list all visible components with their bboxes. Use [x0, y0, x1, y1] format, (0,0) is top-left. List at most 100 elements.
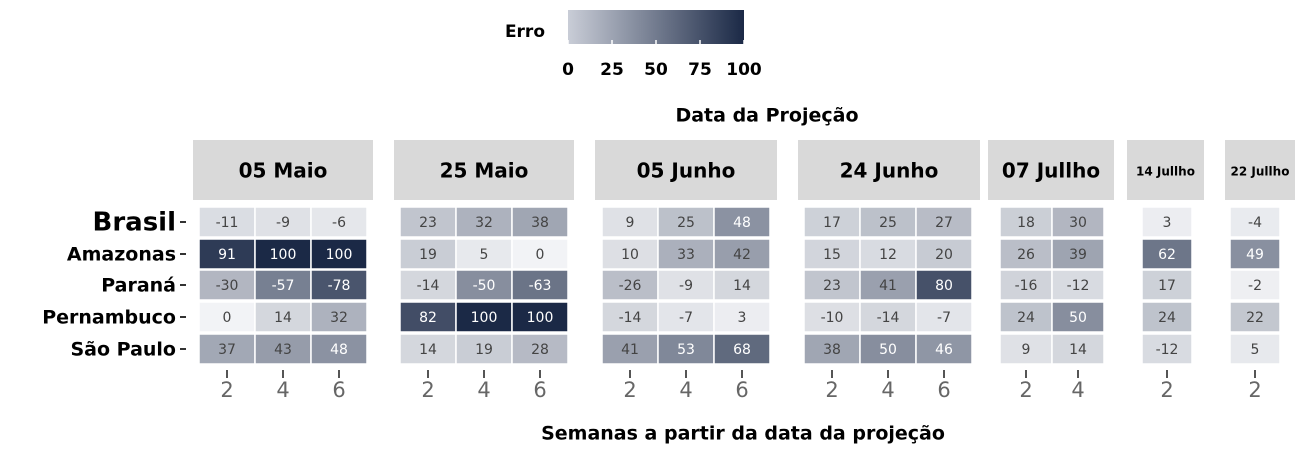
x-axis-label: Semanas a partir da data da projeção: [541, 423, 945, 445]
cell-label: 37: [218, 342, 236, 358]
facet-strip: [193, 140, 373, 200]
heatmap-cell: [455, 269, 513, 301]
cell-label: -7: [679, 310, 693, 326]
x-tick-label: 4: [679, 378, 692, 402]
cell-label: 100: [326, 247, 353, 263]
heatmap-cell: [803, 269, 861, 301]
heatmap-cell: [859, 301, 917, 333]
cell-label: -7: [937, 310, 951, 326]
heatmap-cell: [310, 301, 368, 333]
x-tick-label: 2: [623, 378, 636, 402]
cell-label: 24: [1017, 310, 1035, 326]
heatmap-cell: [803, 333, 861, 365]
x-tick-label: 2: [1248, 378, 1261, 402]
legend-tick-label: 50: [644, 60, 668, 80]
x-tick-label: 4: [881, 378, 894, 402]
heatmap-cell: [254, 301, 312, 333]
heatmap-cell: [1051, 206, 1105, 238]
heatmap-cell: [1051, 333, 1105, 365]
cell-label: -57: [272, 278, 295, 294]
cell-label: 100: [527, 310, 554, 326]
cell-label: 17: [823, 215, 841, 231]
heatmap-cell: [1141, 238, 1193, 270]
heatmap-cell: [713, 333, 771, 365]
cell-label: 68: [733, 342, 751, 358]
cell-label: 38: [823, 342, 841, 358]
heatmap-cell: [310, 333, 368, 365]
heatmap-cell: [713, 301, 771, 333]
cell-label: 100: [471, 310, 498, 326]
heatmap-cell: [310, 269, 368, 301]
cell-label: -14: [417, 278, 440, 294]
cell-label: 14: [274, 310, 292, 326]
x-tick-label: 4: [1071, 378, 1084, 402]
heatmap-cell: [1229, 333, 1281, 365]
cell-label: 28: [531, 342, 549, 358]
cell-label: 39: [1069, 247, 1087, 263]
cell-label: 22: [1246, 310, 1264, 326]
cell-label: 49: [1246, 247, 1264, 263]
cell-label: 10: [621, 247, 639, 263]
facet-label: 14 Jullho: [1136, 165, 1195, 179]
heatmap-cell: [399, 238, 457, 270]
heatmap-cell: [455, 333, 513, 365]
heatmap-cell: [999, 333, 1053, 365]
cell-label: 100: [270, 247, 297, 263]
cell-label: -63: [529, 278, 552, 294]
cell-label: 42: [733, 247, 751, 263]
heatmap-cell: [254, 269, 312, 301]
legend-title: Erro: [505, 22, 545, 42]
heatmap-cell: [915, 269, 973, 301]
cell-label: 50: [879, 342, 897, 358]
legend-tick-label: 100: [726, 60, 762, 80]
facet-label: 25 Maio: [440, 159, 529, 183]
cell-label: 41: [879, 278, 897, 294]
cell-label: 32: [475, 215, 493, 231]
x-tick-label: 2: [421, 378, 434, 402]
cell-label: 20: [935, 247, 953, 263]
heatmap-cell: [915, 238, 973, 270]
cell-label: 0: [223, 310, 232, 326]
cell-label: -2: [1248, 278, 1262, 294]
cell-label: 41: [621, 342, 639, 358]
heatmap-cell: [254, 206, 312, 238]
cell-label: -30: [216, 278, 239, 294]
cell-label: 33: [677, 247, 695, 263]
cell-label: 27: [935, 215, 953, 231]
cell-label: 91: [218, 247, 236, 263]
heatmap-cell: [254, 333, 312, 365]
heatmap-cell: [198, 206, 256, 238]
x-tick-label: 2: [1019, 378, 1032, 402]
heatmap-cell: [803, 301, 861, 333]
heatmap-cell: [915, 333, 973, 365]
facet-label: 22 Jullho: [1231, 165, 1290, 179]
heatmap-cell: [657, 269, 715, 301]
legend-tick-label: 75: [688, 60, 712, 80]
facet-label: 24 Junho: [840, 159, 939, 183]
heatmap-cell: [1051, 301, 1105, 333]
cell-label: 48: [733, 215, 751, 231]
x-tick-label: 6: [937, 378, 950, 402]
heatmap-cell: [1141, 333, 1193, 365]
heatmap-cell: [999, 269, 1053, 301]
cell-label: 0: [536, 247, 545, 263]
facet-strip: [394, 140, 574, 200]
heatmap-cell: [198, 333, 256, 365]
heatmap-cell: [1141, 206, 1193, 238]
cell-label: 9: [626, 215, 635, 231]
cell-label: -50: [473, 278, 496, 294]
x-tick-label: 4: [477, 378, 490, 402]
heatmap-cell: [399, 269, 457, 301]
cell-label: 5: [480, 247, 489, 263]
cell-label: 25: [879, 215, 897, 231]
legend-gradient: [568, 10, 744, 44]
x-tick-label: 6: [332, 378, 345, 402]
facet-label: 05 Maio: [239, 159, 328, 183]
heatmap-cell: [310, 238, 368, 270]
heatmap-cell: [198, 301, 256, 333]
heatmap-cell: [1141, 269, 1193, 301]
heatmap-cell: [511, 333, 569, 365]
heatmap-cell: [915, 301, 973, 333]
cell-label: 5: [1251, 342, 1260, 358]
